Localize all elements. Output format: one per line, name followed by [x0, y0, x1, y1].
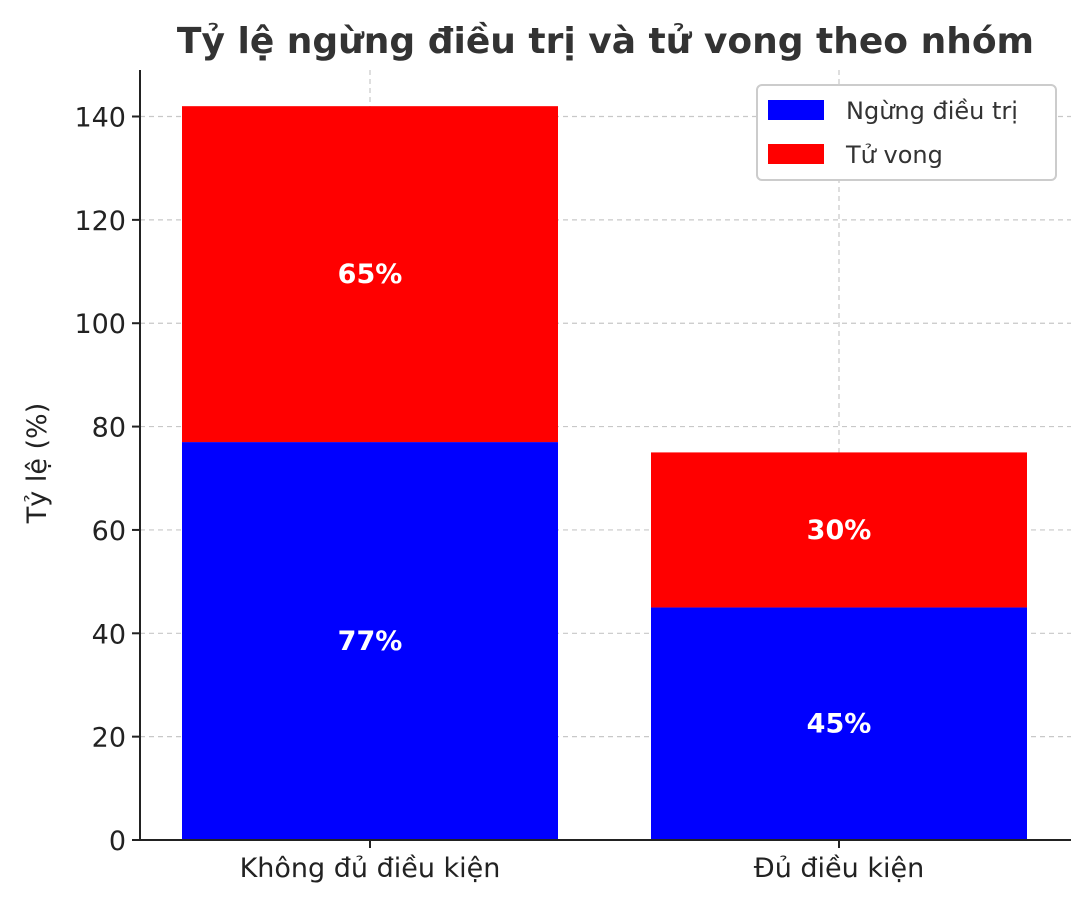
y-tick-label: 20: [92, 723, 126, 754]
y-tick-label: 140: [74, 103, 126, 134]
data-label: 77%: [338, 626, 403, 657]
data-label: 30%: [807, 515, 872, 546]
axes: [139, 70, 1071, 841]
legend-label: Ngừng điều trị: [846, 97, 1018, 125]
y-axis-label: Tỷ lệ (%): [22, 403, 53, 524]
data-label: 45%: [807, 709, 872, 740]
bar-series2: [182, 106, 558, 443]
y-tick-label: 120: [74, 206, 126, 237]
legend-box: [756, 84, 1057, 181]
bar-series1: [651, 607, 1027, 840]
bar-series1: [182, 442, 558, 840]
legend-swatch: [768, 144, 824, 164]
y-tick-label: 0: [109, 826, 126, 857]
bar-series2: [651, 452, 1027, 608]
x-axis-ticks: Không đủ điều kiện Đủ điều kiện: [240, 840, 924, 884]
bars: [182, 106, 1027, 840]
y-tick-label: 100: [74, 309, 126, 340]
x-tick-label: Không đủ điều kiện: [240, 853, 501, 884]
legend-swatch: [768, 100, 824, 120]
y-axis-ticks: 0 20 40 60 80 100 120 140: [74, 103, 140, 857]
y-tick-label: 60: [92, 516, 126, 547]
legend-label: Tử vong: [845, 141, 943, 169]
data-label: 65%: [338, 259, 403, 290]
y-tick-label: 80: [92, 413, 126, 444]
x-tick-label: Đủ điều kiện: [754, 853, 924, 884]
chart-title: Tỷ lệ ngừng điều trị và tử vong theo nhó…: [177, 21, 1034, 62]
data-labels: 77% 65% 45% 30%: [338, 259, 872, 740]
legend: Ngừng điều trị Tử vong: [756, 84, 1057, 181]
y-tick-label: 40: [92, 619, 126, 650]
